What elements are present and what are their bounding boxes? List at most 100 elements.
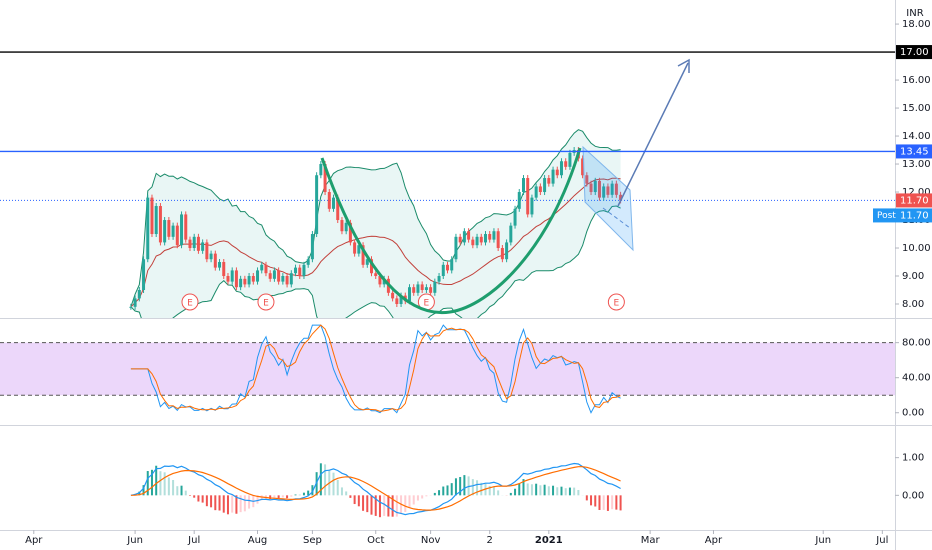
macd-hist (467, 476, 470, 496)
macd-hist (585, 495, 588, 501)
candle (568, 152, 572, 167)
earnings-label: E (424, 299, 430, 309)
macd-hist (273, 495, 276, 498)
earnings-marker (607, 293, 625, 311)
macd-hist (526, 483, 529, 496)
candle (332, 197, 336, 209)
candle (496, 231, 500, 249)
candle (201, 242, 205, 251)
candle (446, 264, 449, 271)
macd-hist (547, 486, 550, 496)
candle (526, 178, 530, 215)
channel-mid (602, 207, 631, 229)
macd-hist (302, 492, 305, 496)
macd-hist (463, 475, 466, 496)
candle (559, 161, 563, 176)
candle (551, 169, 555, 184)
macd-hist (366, 495, 369, 513)
macd-signal (130, 466, 621, 511)
candle (450, 259, 454, 271)
stoch-pane (0, 324, 895, 414)
candle (348, 222, 352, 243)
macd-hist (556, 487, 559, 496)
candle (509, 225, 513, 243)
macd-hist (433, 492, 436, 496)
macd-hist (535, 483, 538, 496)
candle (614, 183, 618, 195)
candle (437, 276, 441, 282)
macd-line (130, 462, 621, 516)
candle (171, 225, 175, 237)
macd-hist (298, 494, 301, 496)
macd-hist (577, 489, 580, 496)
candle (606, 186, 610, 195)
macd-hist (290, 495, 293, 497)
macd-hist (269, 495, 272, 500)
candle (336, 197, 340, 221)
candle (209, 253, 213, 260)
macd-hist (471, 479, 474, 496)
macd-hist (446, 485, 449, 496)
macd-hist (231, 495, 234, 513)
y-tick-label: 9.00 (902, 271, 924, 282)
candle (264, 264, 268, 274)
candle (192, 236, 196, 249)
candle (458, 236, 462, 243)
macd-hist (602, 495, 605, 510)
macd-hist (218, 495, 221, 511)
candle (488, 234, 492, 240)
candle (365, 259, 369, 265)
candle (315, 175, 319, 235)
candle (327, 192, 331, 209)
y-tick-label: 40.00 (902, 373, 931, 384)
candle (222, 262, 226, 277)
y-tick-label: 1.00 (902, 453, 924, 464)
candle (420, 284, 424, 291)
macd-hist (459, 476, 462, 496)
macd-hist (222, 495, 225, 513)
candle (462, 231, 466, 243)
x-tick-label: Aug (248, 535, 268, 546)
level-label: 17.00 (900, 47, 929, 58)
candle (483, 234, 487, 243)
currency: INR (906, 8, 923, 19)
macd-hist (606, 495, 609, 511)
macd-hist (425, 495, 428, 497)
stoch-band (0, 342, 895, 396)
candle (412, 287, 416, 293)
candle (260, 264, 264, 271)
macd-hist (188, 495, 191, 496)
macd-hist (163, 472, 166, 496)
macd-hist (336, 479, 339, 496)
macd-hist (362, 495, 365, 511)
macd-hist (239, 495, 242, 513)
candle (610, 183, 614, 195)
x-tick-label: 2021 (535, 535, 563, 546)
candle (374, 273, 378, 277)
macd-hist (332, 472, 335, 496)
macd-hist (150, 469, 153, 496)
y-tick-label: 19.00 (902, 0, 931, 2)
macd-pane (130, 462, 622, 518)
macd-hist (543, 484, 546, 496)
stoch-d (130, 324, 621, 412)
macd-hist (159, 471, 162, 496)
candle (234, 270, 238, 288)
macd-hist (256, 495, 259, 504)
y-tick-label: 8.00 (902, 299, 924, 310)
macd-hist (167, 477, 170, 496)
candle (408, 287, 412, 302)
macd-hist (404, 495, 407, 512)
x-tick-label: Nov (421, 535, 441, 546)
macd-hist (146, 471, 149, 496)
macd-hist (184, 490, 187, 496)
earnings-label: E (263, 299, 269, 309)
candle (154, 206, 158, 235)
candle (433, 281, 437, 293)
macd-hist (488, 485, 491, 496)
y-tick-label: 12.00 (902, 187, 931, 198)
macd-hist (509, 492, 512, 496)
macd-hist (138, 491, 141, 496)
candle (281, 276, 285, 282)
macd-hist (395, 495, 398, 517)
